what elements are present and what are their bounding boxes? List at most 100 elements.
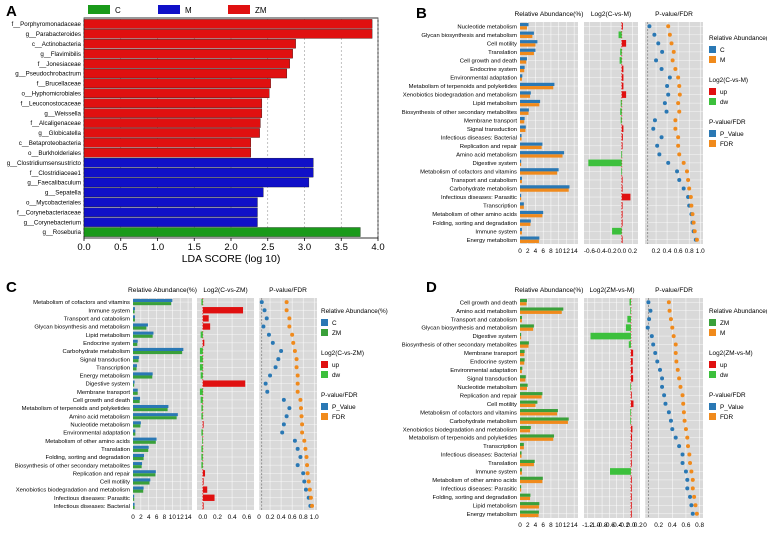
panel-d-ra-bar — [520, 369, 522, 374]
panel-b-pvalue-point — [652, 118, 657, 123]
panel-b-log2-tick: 0.2 — [628, 248, 637, 255]
lda-bar-label: c__Betaproteobacteria — [19, 140, 82, 147]
panel-d-row-label: Metabolism of terpenoids and polyketides — [409, 436, 517, 442]
panel-b-ra-bar — [520, 227, 522, 232]
panel-c-legend-label-up: up — [332, 362, 340, 369]
panel-d-pvalue-point — [655, 359, 660, 364]
panel-b-fdr-point — [667, 32, 672, 37]
panel-b-ra-bar — [520, 108, 529, 112]
panel-b-row-label: Nucleotide metabolism — [457, 24, 517, 30]
panel-d-pvalue-point — [677, 444, 682, 449]
panel-b-row-label: Xenobiotics biodegradation and metabolis… — [403, 93, 517, 99]
panel-c-ra-bar — [133, 497, 135, 501]
panel-d-log2-bar — [630, 485, 632, 492]
panel-b-ra-bar — [520, 82, 555, 87]
panel-b-ra-bar — [520, 179, 522, 184]
panel-b-legend-title-ra: Relative Abundance(%) — [709, 35, 767, 42]
panel-b-ra-bar — [520, 134, 522, 138]
panel-c-log2-bar — [202, 502, 204, 510]
panel-d-ra-tick: 4 — [534, 522, 538, 529]
panel-b-ra-bar — [520, 202, 524, 206]
panel-b-legend-label-dw: dw — [720, 99, 729, 106]
panel-b-ra-bar — [520, 185, 570, 189]
panel-d-row-label: Infectious diseases: Bacterial — [441, 453, 517, 459]
panel-d-ra-bar — [520, 429, 531, 433]
panel-b-pvalue-point — [667, 75, 672, 80]
panel-b-log2-bar — [621, 210, 623, 218]
panel-b-legend-label: M — [720, 57, 725, 64]
panel-c-row-label: Infectious diseases: Parasitic — [54, 496, 130, 502]
panel-d-ra-bar — [520, 353, 525, 357]
panel-b-log2-bar — [620, 116, 622, 124]
panel-d-log2-tick: -1.0 — [589, 522, 600, 529]
panel-d-row-label: Metabolism of other amino acids — [432, 478, 517, 484]
panel-c-legend-swatch-up — [321, 361, 328, 368]
panel-b-log2-bar — [620, 48, 622, 56]
panel-b-row-label: Amino acid metabolism — [456, 152, 517, 158]
lda-bar — [83, 29, 373, 39]
panel-d-legend-title-ra: Relative Abundance(%) — [709, 308, 767, 315]
panel-b-ra-bar — [520, 214, 543, 218]
panel-d-row-label: Endocrine system — [470, 360, 517, 366]
panel-c-pvalue-point — [302, 479, 307, 484]
panel-d-log2-bar — [630, 417, 632, 424]
panel-b-ra-bar — [520, 94, 531, 98]
panel-c-ra-bar — [133, 481, 150, 485]
panel-c-ra-bar — [133, 478, 151, 482]
lda-bar — [83, 138, 251, 148]
panel-b-log2-bar — [621, 168, 623, 175]
panel-c-log2-bar — [201, 429, 203, 436]
panel-d-legend-label-fdr: FDR — [720, 414, 734, 421]
panel-c-ra-bar — [133, 298, 173, 303]
panel-d-legend-title-p: P-value/FDR — [709, 392, 746, 399]
panel-c-ra-bar — [133, 470, 156, 474]
panel-d-pvalue-point — [649, 334, 654, 339]
panel-c-legend-swatch-fdr — [321, 413, 328, 420]
panel-d-ra-bar — [520, 505, 539, 509]
panel-d-ra-bar — [520, 409, 558, 413]
panel-d-row-label: Signal transduction — [467, 376, 517, 382]
panel-c-ra-bar — [133, 372, 153, 376]
panel-b-log2-bar — [621, 219, 623, 226]
panel-d-ra-bar — [520, 502, 540, 506]
panel-d-ra-tick: 14 — [571, 522, 579, 529]
panel-d-ra-bar — [520, 361, 525, 365]
panel-d-log2-bar — [630, 510, 632, 518]
panel-b-ra-tick: 8 — [549, 248, 553, 255]
panel-c-ra-bar — [133, 388, 138, 392]
panel-b-fdr-point — [673, 66, 678, 71]
panel-c-p-tick: 0.6 — [288, 514, 297, 521]
panel-d-ra-bar — [520, 496, 531, 501]
panel-b-ra-bar — [520, 193, 522, 198]
panel-d-fdr-point — [670, 325, 675, 330]
panel-b-pvalue-point — [657, 152, 662, 157]
panel-d-ra-bar — [520, 513, 539, 517]
panel-d-pvalue-point — [680, 452, 685, 457]
panel-d-ra-bar — [520, 400, 538, 404]
panel-d-log2-bar — [630, 358, 633, 365]
panel-d-ra-bar — [520, 307, 564, 311]
panel-letter-a: A — [6, 3, 17, 20]
panel-c-log2-bar — [200, 372, 203, 379]
panel-letter-b: B — [416, 5, 427, 22]
panel-b-ra-bar — [520, 205, 524, 209]
panel-d-row-label: Immune system — [475, 470, 517, 476]
panel-d-log2-bar — [630, 408, 632, 416]
panel-c-p-tick: 0 — [257, 514, 261, 521]
panel-c-fdr-point — [302, 438, 307, 443]
panel-d-fdr-point — [667, 308, 672, 313]
panel-c-pvalue-point — [268, 373, 273, 378]
legend-label-c: C — [115, 6, 121, 15]
panel-d-fdr-point — [687, 452, 692, 457]
panel-c-row-label: Environmental adaptation — [63, 431, 130, 437]
panel-c-ra-bar — [133, 339, 138, 343]
panel-d-ra-bar — [520, 468, 522, 472]
panel-c-ra-tick: 10 — [169, 514, 177, 521]
panel-b-log2-bar — [621, 151, 623, 158]
lda-tick-label: 1.0 — [151, 242, 164, 253]
panel-c-fdr-point — [299, 414, 304, 419]
panel-c-pvalue-point — [261, 324, 266, 329]
panel-c-log2-bar — [201, 298, 203, 306]
lda-tick-label: 3.5 — [335, 242, 348, 253]
panel-b-fdr-point — [689, 203, 694, 208]
